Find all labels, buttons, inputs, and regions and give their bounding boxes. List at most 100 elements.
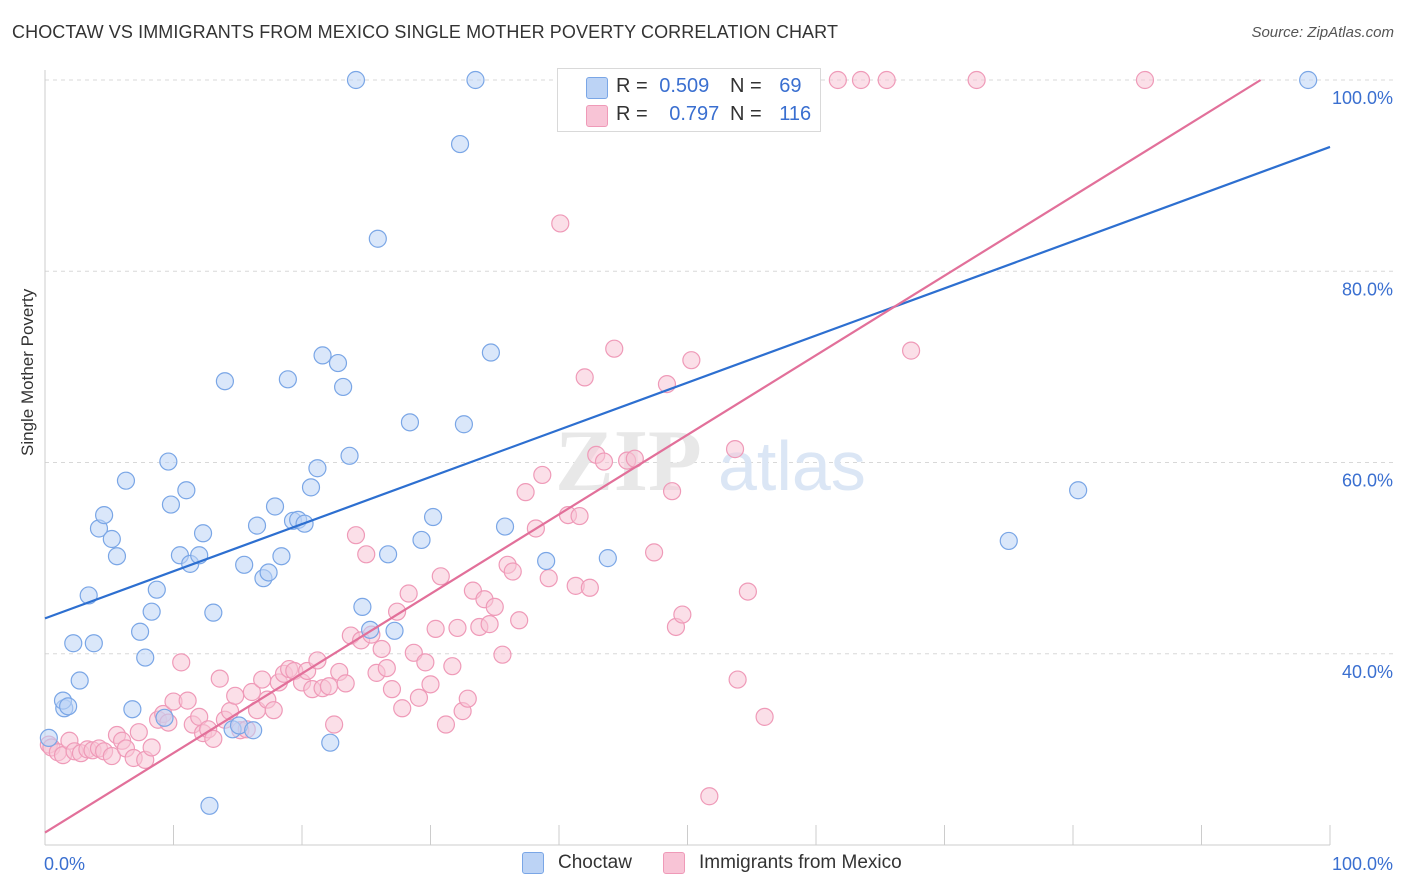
point-choctaw (454, 415, 474, 434)
point-choctaw (200, 796, 219, 815)
point-choctaw (123, 700, 142, 719)
point-immigrants-from-mexico (673, 605, 692, 624)
legend-label-mexico: Immigrants from Mexico (699, 852, 902, 873)
point-choctaw (204, 603, 223, 622)
legend-n-value-choctaw: 69 (779, 75, 802, 97)
point-immigrants-from-mexico (242, 682, 261, 702)
point-choctaw (481, 343, 500, 362)
y-tick-label: 40.0% (1342, 662, 1393, 682)
point-choctaw (177, 481, 196, 500)
point-choctaw (193, 524, 213, 543)
legend-r-value-mexico: 0.797 (669, 103, 720, 125)
point-choctaw (147, 580, 166, 599)
point-immigrants-from-mexico (551, 214, 570, 233)
point-immigrants-from-mexico (480, 615, 499, 634)
point-choctaw (130, 622, 150, 641)
point-choctaw (537, 551, 556, 571)
point-choctaw (116, 471, 136, 490)
point-immigrants-from-mexico (253, 670, 272, 689)
point-immigrants-from-mexico (204, 729, 223, 748)
point-choctaw (136, 648, 155, 667)
y-tick-label: 100.0% (1332, 88, 1393, 108)
point-immigrants-from-mexico (700, 787, 719, 806)
chart-title: CHOCTAW VS IMMIGRANTS FROM MEXICO SINGLE… (12, 22, 839, 42)
point-choctaw (340, 446, 359, 465)
point-choctaw (999, 531, 1018, 551)
point-immigrants-from-mexico (493, 645, 512, 664)
point-choctaw (346, 70, 366, 90)
point-immigrants-from-mexico (533, 465, 552, 485)
legend-swatch-choctaw (586, 77, 608, 99)
point-choctaw (423, 507, 443, 527)
point-choctaw (259, 563, 278, 582)
point-immigrants-from-mexico (382, 680, 402, 699)
axes (44, 70, 1331, 846)
point-choctaw (142, 602, 161, 621)
legend-n-label: N = (730, 75, 762, 97)
source-label: Source: ZipAtlas.com (1251, 24, 1394, 41)
point-immigrants-from-mexico (570, 506, 589, 526)
point-immigrants-from-mexico (510, 611, 529, 630)
point-immigrants-from-mexico (662, 482, 682, 501)
point-immigrants-from-mexico (393, 699, 412, 718)
point-immigrants-from-mexico (210, 669, 229, 688)
point-immigrants-from-mexico (851, 70, 871, 90)
point-immigrants-from-mexico (436, 715, 456, 734)
point-immigrants-from-mexico (728, 670, 747, 689)
point-immigrants-from-mexico (485, 597, 504, 616)
series-choctaw (39, 70, 1318, 815)
point-immigrants-from-mexico (308, 651, 327, 670)
legend-r-value-choctaw: 0.509 (659, 75, 710, 97)
point-choctaw (412, 530, 431, 550)
point-choctaw (308, 459, 327, 478)
point-choctaw (400, 413, 420, 432)
point-choctaw (466, 70, 485, 90)
y-tick-label: 60.0% (1342, 471, 1393, 491)
point-choctaw (328, 353, 348, 373)
point-immigrants-from-mexico (877, 70, 896, 90)
point-immigrants-from-mexico (325, 715, 344, 734)
point-immigrants-from-mexico (448, 618, 467, 638)
point-choctaw (450, 134, 470, 154)
point-immigrants-from-mexico (416, 653, 435, 672)
x-tick-label: 100.0% (1332, 854, 1393, 874)
point-immigrants-from-mexico (901, 341, 921, 360)
point-choctaw (247, 516, 267, 535)
trendlines (44, 79, 1331, 834)
point-immigrants-from-mexico (421, 675, 440, 694)
point-immigrants-from-mexico (1135, 70, 1155, 90)
point-choctaw (159, 452, 178, 471)
point-immigrants-from-mexico (319, 677, 339, 696)
point-choctaw (278, 370, 297, 389)
series-legend: Choctaw Immigrants from Mexico (0, 852, 1406, 878)
point-choctaw (235, 555, 254, 574)
trendline-immigrants-from-mexico (44, 79, 1262, 834)
y-tick-label: 80.0% (1342, 279, 1393, 299)
point-immigrants-from-mexico (387, 602, 407, 621)
legend-swatch-mexico (586, 105, 608, 127)
correlation-legend: R = 0.509 N = 69 R = 0.797 N = 116 (557, 68, 821, 132)
point-immigrants-from-mexico (594, 452, 614, 471)
point-immigrants-from-mexico (129, 723, 148, 742)
point-immigrants-from-mexico (967, 70, 986, 90)
point-choctaw (161, 495, 181, 514)
point-choctaw (598, 549, 617, 568)
point-immigrants-from-mexico (725, 440, 745, 459)
point-choctaw (378, 545, 398, 564)
point-immigrants-from-mexico (682, 351, 701, 370)
point-immigrants-from-mexico (755, 707, 774, 726)
point-immigrants-from-mexico (458, 689, 477, 708)
point-immigrants-from-mexico (226, 686, 245, 705)
point-choctaw (495, 517, 515, 536)
point-choctaw (215, 372, 234, 391)
point-immigrants-from-mexico (399, 584, 418, 603)
legend-n-label: N = (730, 103, 762, 125)
point-choctaw (353, 597, 372, 616)
watermark-atlas: atlas (718, 427, 866, 505)
point-immigrants-from-mexico (336, 674, 355, 693)
legend-swatch-mexico (663, 852, 685, 874)
point-immigrants-from-mexico (346, 526, 366, 545)
legend-r-label: R = (616, 103, 648, 125)
point-immigrants-from-mexico (178, 691, 197, 710)
point-choctaw (244, 721, 263, 740)
